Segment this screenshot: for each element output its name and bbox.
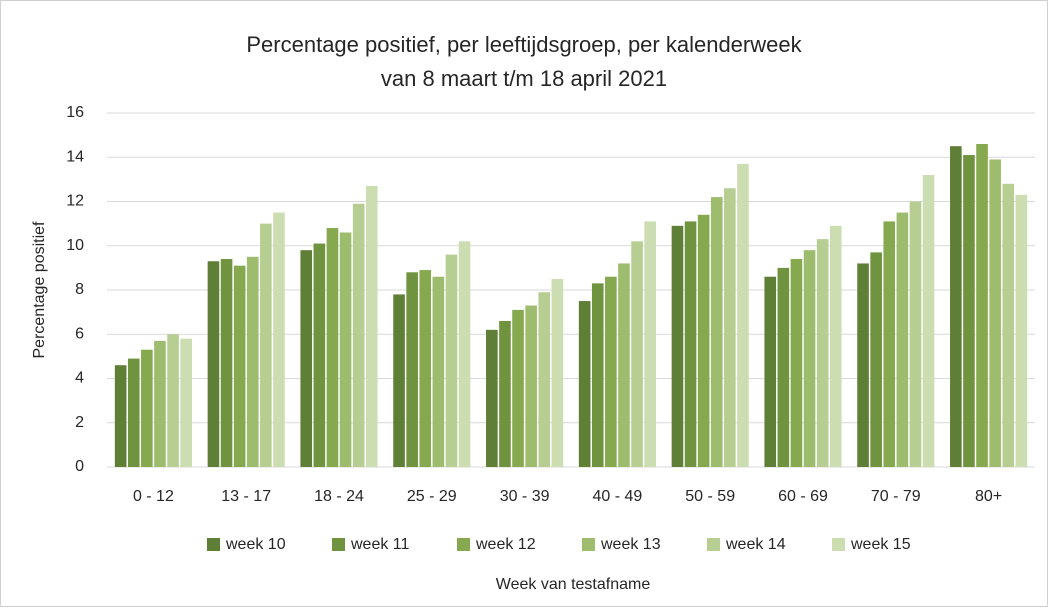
y-tick-label: 2 xyxy=(75,414,84,431)
bar xyxy=(260,223,272,467)
bar xyxy=(486,329,498,467)
bar xyxy=(233,265,246,467)
bar xyxy=(989,159,1001,467)
bar xyxy=(790,259,803,467)
bar xyxy=(551,278,564,467)
bar xyxy=(352,203,365,467)
bar xyxy=(591,283,604,467)
legend-swatch xyxy=(707,538,720,551)
x-tick-label: 60 - 69 xyxy=(778,488,828,505)
bar xyxy=(697,214,710,467)
bar xyxy=(618,263,630,467)
bar xyxy=(777,267,790,467)
bar xyxy=(326,228,339,467)
bar xyxy=(671,225,684,467)
y-tick-label: 14 xyxy=(66,148,84,165)
legend-swatch xyxy=(207,538,220,551)
legend-label: week 14 xyxy=(725,536,786,553)
bar xyxy=(393,294,405,467)
y-axis-label: Percentage positief xyxy=(31,221,48,359)
bar xyxy=(167,334,179,467)
bar xyxy=(724,188,736,467)
bar xyxy=(909,201,922,467)
bar xyxy=(1002,183,1015,468)
y-tick-label: 10 xyxy=(66,237,84,254)
bar xyxy=(710,197,723,467)
bar xyxy=(644,221,656,467)
x-tick-label: 18 - 24 xyxy=(314,488,364,505)
y-tick-label: 4 xyxy=(75,370,84,387)
bar xyxy=(883,221,896,467)
y-tick-label: 0 xyxy=(75,458,84,475)
bar xyxy=(896,212,909,467)
bar xyxy=(764,276,777,467)
x-tick-label: 30 - 39 xyxy=(500,488,550,505)
bar xyxy=(180,338,192,467)
x-tick-label: 80+ xyxy=(975,488,1002,505)
legend-swatch xyxy=(582,538,595,551)
y-tick-label: 6 xyxy=(75,325,84,342)
chart-subtitle: van 8 maart t/m 18 april 2021 xyxy=(381,66,667,91)
bar xyxy=(220,259,233,467)
bar xyxy=(273,212,285,467)
bar xyxy=(458,241,471,467)
bar xyxy=(365,186,378,467)
bar xyxy=(605,276,617,467)
bar xyxy=(207,261,220,467)
bar xyxy=(631,241,643,467)
bar xyxy=(300,250,313,467)
bar xyxy=(1015,194,1028,468)
legend-label: week 13 xyxy=(600,536,661,553)
bar xyxy=(538,292,551,467)
bar xyxy=(737,163,749,467)
bar xyxy=(950,146,962,467)
x-axis-label: Week van testafname xyxy=(496,576,651,593)
x-tick-label: 40 - 49 xyxy=(592,488,642,505)
bar xyxy=(313,243,326,467)
bar xyxy=(870,252,882,467)
bar xyxy=(419,270,432,467)
bar xyxy=(406,272,418,467)
x-tick-label: 50 - 59 xyxy=(685,488,735,505)
bar xyxy=(976,143,988,467)
y-tick-label: 8 xyxy=(75,281,84,298)
bar xyxy=(512,309,524,467)
bar xyxy=(432,276,445,467)
legend-swatch xyxy=(332,538,345,551)
bar xyxy=(963,155,975,467)
bar xyxy=(154,340,166,467)
bar xyxy=(499,320,511,467)
legend-label: week 11 xyxy=(350,536,410,553)
legend-label: week 12 xyxy=(475,536,536,553)
bar xyxy=(829,225,842,467)
bar xyxy=(127,358,140,467)
x-tick-label: 0 - 12 xyxy=(133,488,174,505)
legend-swatch xyxy=(832,538,845,551)
x-tick-label: 70 - 79 xyxy=(871,488,921,505)
bar xyxy=(339,232,352,467)
legend-swatch xyxy=(457,538,470,551)
bar xyxy=(141,349,153,467)
bar xyxy=(525,305,537,467)
x-tick-label: 25 - 29 xyxy=(407,488,457,505)
y-tick-label: 12 xyxy=(66,193,84,210)
bar xyxy=(246,256,259,467)
bar xyxy=(922,174,935,467)
bar xyxy=(114,365,127,467)
bar xyxy=(684,221,697,467)
bar xyxy=(857,263,869,467)
legend-label: week 15 xyxy=(850,536,911,553)
bar xyxy=(803,250,816,467)
y-tick-label: 16 xyxy=(66,104,84,121)
chart-title: Percentage positief, per leeftijdsgroep,… xyxy=(246,32,802,57)
x-tick-label: 13 - 17 xyxy=(221,488,271,505)
bar xyxy=(445,254,458,467)
legend-label: week 10 xyxy=(225,536,286,553)
bar xyxy=(816,239,829,467)
bar xyxy=(578,301,591,467)
